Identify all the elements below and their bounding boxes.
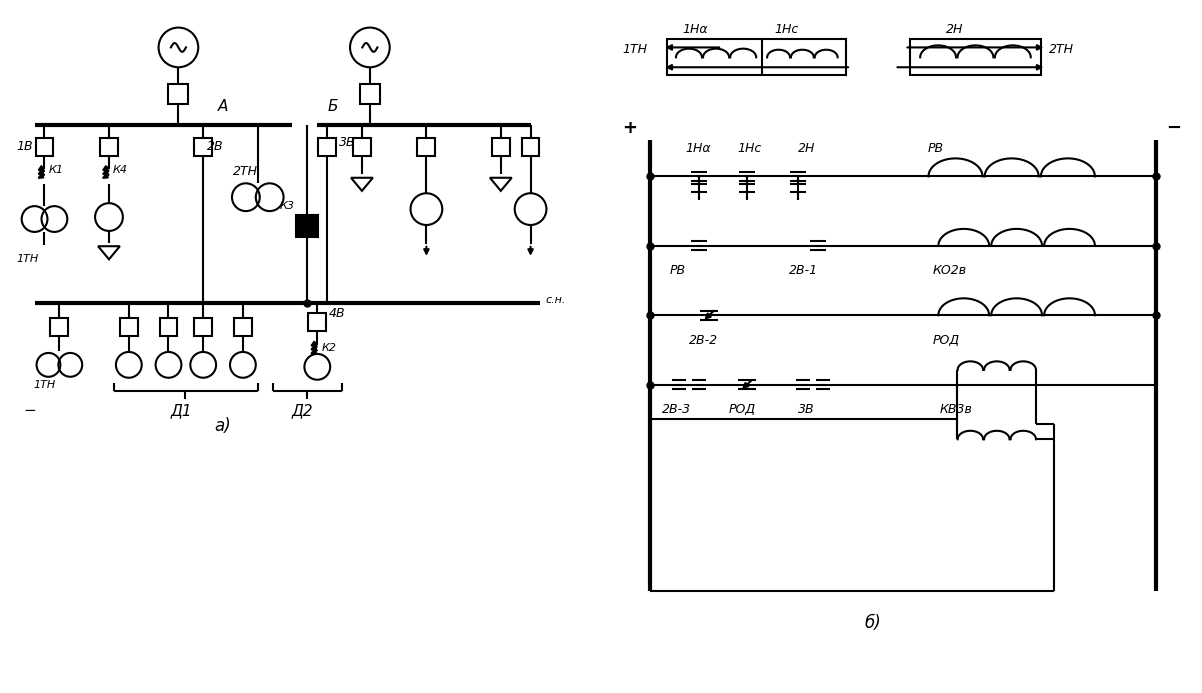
Text: −: − — [23, 403, 36, 418]
Text: 2В-3: 2В-3 — [661, 403, 691, 416]
Text: +: + — [623, 119, 637, 137]
Text: а): а) — [215, 417, 232, 435]
Bar — [667, 40, 846, 76]
Text: с.н.: с.н. — [546, 295, 566, 306]
Bar — [50, 318, 69, 336]
Text: 1В: 1В — [17, 140, 34, 153]
Text: КВ3в: КВ3в — [939, 403, 972, 416]
Text: 1Нс: 1Нс — [774, 23, 798, 36]
Text: 2В-2: 2В-2 — [689, 333, 719, 346]
Text: Б: Б — [327, 99, 338, 114]
Text: РВ: РВ — [670, 264, 685, 277]
Text: б): б) — [864, 614, 881, 632]
Bar — [195, 318, 212, 336]
Bar — [417, 138, 435, 155]
Bar — [168, 84, 189, 104]
Text: 2ТН: 2ТН — [1049, 43, 1075, 56]
Text: Д1: Д1 — [171, 403, 192, 418]
Text: РОД: РОД — [933, 333, 959, 346]
Bar — [522, 138, 540, 155]
Text: РОД: РОД — [728, 403, 756, 416]
Text: Д2: Д2 — [292, 403, 314, 418]
Text: 1Нα: 1Нα — [683, 23, 708, 36]
Bar — [910, 40, 1041, 76]
Text: 2Н: 2Н — [798, 142, 816, 155]
Text: К2: К2 — [321, 343, 337, 353]
Text: К4: К4 — [113, 166, 127, 175]
Text: РВ: РВ — [928, 142, 944, 155]
Bar — [234, 318, 252, 336]
Text: 1ТН: 1ТН — [17, 254, 38, 264]
Text: 2В-1: 2В-1 — [789, 264, 817, 277]
Text: −: − — [1166, 119, 1180, 137]
Bar — [492, 138, 510, 155]
Text: 2Н: 2Н — [946, 23, 963, 36]
Bar — [359, 84, 380, 104]
Text: 3В: 3В — [798, 403, 815, 416]
Text: 1ТН: 1ТН — [623, 43, 648, 56]
Text: К1: К1 — [48, 166, 64, 175]
Text: КО2в: КО2в — [933, 264, 966, 277]
Text: 2В: 2В — [207, 140, 224, 153]
Text: К3: К3 — [280, 201, 294, 211]
Text: 1Нα: 1Нα — [685, 142, 710, 155]
Text: 3В: 3В — [339, 136, 356, 149]
Text: 2ТН: 2ТН — [233, 165, 258, 178]
Text: 1Нс: 1Нс — [737, 142, 761, 155]
Bar — [120, 318, 138, 336]
Bar — [36, 138, 53, 155]
Bar — [160, 318, 178, 336]
Bar — [309, 313, 326, 331]
Bar — [195, 138, 212, 155]
Bar — [297, 215, 319, 237]
Bar — [100, 138, 118, 155]
Text: А: А — [218, 99, 228, 114]
Bar — [319, 138, 337, 155]
Bar — [353, 138, 371, 155]
Text: 4В: 4В — [329, 307, 346, 319]
Text: 1ТН: 1ТН — [34, 380, 55, 389]
